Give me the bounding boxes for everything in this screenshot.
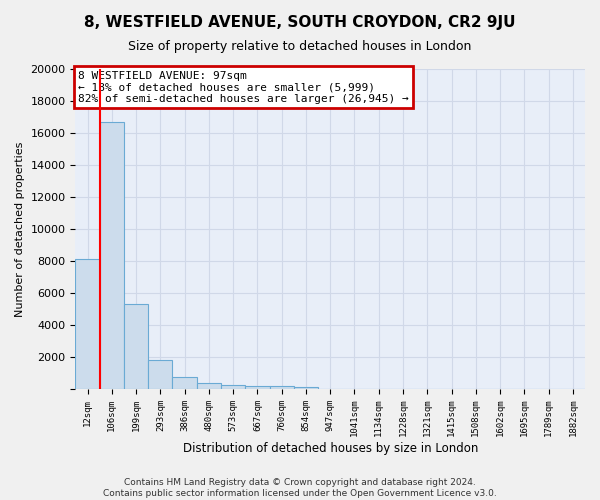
X-axis label: Distribution of detached houses by size in London: Distribution of detached houses by size …	[182, 442, 478, 455]
Bar	[148, 360, 172, 389]
Y-axis label: Number of detached properties: Number of detached properties	[15, 142, 25, 316]
Bar	[100, 122, 124, 389]
Bar	[124, 304, 148, 389]
Bar	[269, 386, 294, 389]
Bar	[221, 385, 245, 389]
Bar	[245, 386, 269, 389]
Bar	[172, 377, 197, 389]
Bar	[76, 260, 100, 389]
Text: Size of property relative to detached houses in London: Size of property relative to detached ho…	[128, 40, 472, 53]
Text: 8 WESTFIELD AVENUE: 97sqm
← 18% of detached houses are smaller (5,999)
82% of se: 8 WESTFIELD AVENUE: 97sqm ← 18% of detac…	[78, 70, 409, 104]
Bar	[294, 387, 318, 389]
Bar	[197, 384, 221, 389]
Text: Contains HM Land Registry data © Crown copyright and database right 2024.
Contai: Contains HM Land Registry data © Crown c…	[103, 478, 497, 498]
Text: 8, WESTFIELD AVENUE, SOUTH CROYDON, CR2 9JU: 8, WESTFIELD AVENUE, SOUTH CROYDON, CR2 …	[84, 15, 516, 30]
